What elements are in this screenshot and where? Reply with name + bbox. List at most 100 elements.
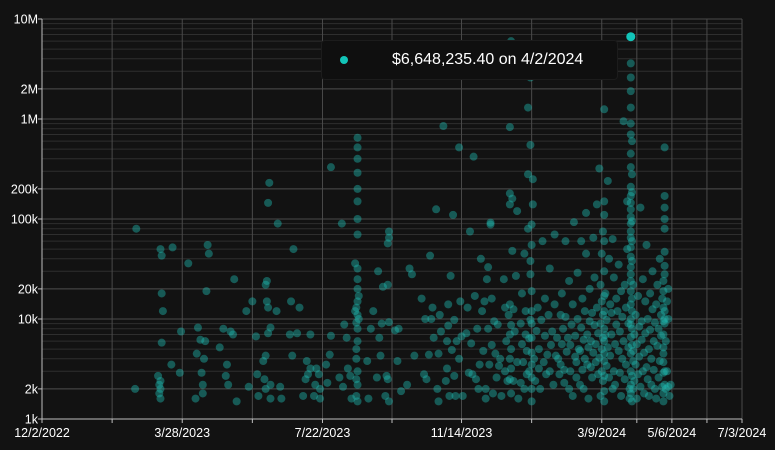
data-point[interactable]	[193, 323, 202, 332]
data-point[interactable]	[353, 184, 362, 193]
data-point[interactable]	[157, 289, 166, 298]
data-point[interactable]	[625, 384, 634, 393]
data-point[interactable]	[480, 297, 489, 306]
data-point[interactable]	[531, 376, 540, 385]
data-point[interactable]	[600, 397, 609, 406]
data-point[interactable]	[626, 191, 635, 200]
data-point[interactable]	[625, 394, 634, 403]
data-point[interactable]	[565, 276, 574, 285]
data-point[interactable]	[528, 200, 537, 209]
data-point[interactable]	[579, 384, 588, 393]
data-point[interactable]	[656, 331, 665, 340]
data-point[interactable]	[337, 219, 346, 228]
data-point[interactable]	[656, 310, 665, 319]
data-point[interactable]	[618, 354, 627, 363]
data-point[interactable]	[316, 384, 325, 393]
data-point[interactable]	[155, 389, 164, 398]
data-point[interactable]	[618, 312, 627, 321]
data-point[interactable]	[427, 315, 436, 323]
data-point[interactable]	[624, 319, 633, 328]
data-point[interactable]	[353, 215, 362, 223]
data-point[interactable]	[659, 343, 668, 352]
data-point[interactable]	[589, 233, 598, 242]
data-point[interactable]	[486, 220, 495, 229]
data-point[interactable]	[664, 382, 673, 391]
data-point[interactable]	[352, 354, 361, 363]
data-point[interactable]	[561, 237, 570, 246]
data-point[interactable]	[514, 394, 523, 403]
data-point[interactable]	[568, 391, 577, 400]
data-point[interactable]	[605, 373, 614, 382]
data-point[interactable]	[505, 375, 514, 384]
data-point[interactable]	[626, 349, 635, 358]
data-point[interactable]	[424, 350, 433, 359]
data-point[interactable]	[299, 391, 308, 400]
data-point[interactable]	[353, 310, 362, 319]
data-point[interactable]	[539, 358, 548, 367]
data-point[interactable]	[594, 329, 603, 338]
data-point[interactable]	[222, 360, 231, 369]
data-point[interactable]	[366, 324, 375, 333]
data-point[interactable]	[505, 300, 514, 309]
data-point[interactable]	[493, 320, 502, 329]
data-point[interactable]	[653, 280, 662, 289]
data-point[interactable]	[641, 329, 650, 338]
data-point[interactable]	[636, 203, 645, 212]
data-point[interactable]	[443, 364, 452, 373]
data-point[interactable]	[617, 287, 626, 296]
data-point[interactable]	[230, 275, 239, 284]
data-point[interactable]	[175, 368, 184, 377]
data-point[interactable]	[312, 364, 321, 373]
data-point[interactable]	[621, 360, 630, 369]
data-point[interactable]	[566, 340, 575, 349]
data-point[interactable]	[654, 324, 663, 333]
data-point[interactable]	[510, 327, 519, 336]
data-point[interactable]	[339, 382, 348, 391]
data-point[interactable]	[655, 254, 664, 263]
data-point[interactable]	[353, 367, 362, 376]
data-point[interactable]	[201, 337, 210, 346]
data-point[interactable]	[353, 197, 362, 206]
data-point[interactable]	[303, 370, 312, 379]
data-point[interactable]	[455, 143, 464, 152]
data-point[interactable]	[524, 170, 533, 179]
data-point[interactable]	[516, 319, 525, 328]
data-point[interactable]	[659, 276, 668, 285]
data-point[interactable]	[450, 371, 459, 380]
data-point[interactable]	[527, 319, 536, 328]
data-point[interactable]	[663, 297, 672, 306]
data-point[interactable]	[508, 246, 517, 255]
data-point[interactable]	[262, 297, 271, 306]
data-point[interactable]	[156, 245, 165, 254]
data-point[interactable]	[643, 375, 652, 384]
data-point[interactable]	[650, 384, 659, 393]
data-point[interactable]	[647, 354, 656, 363]
data-point[interactable]	[562, 347, 571, 356]
data-point[interactable]	[242, 307, 251, 316]
data-point[interactable]	[156, 376, 165, 385]
data-point[interactable]	[579, 335, 588, 344]
data-point[interactable]	[475, 360, 484, 369]
data-point[interactable]	[620, 375, 629, 384]
data-point[interactable]	[573, 268, 582, 277]
data-point[interactable]	[609, 367, 618, 376]
data-point[interactable]	[527, 287, 536, 296]
data-point[interactable]	[588, 308, 597, 317]
data-point[interactable]	[377, 319, 386, 328]
data-point[interactable]	[580, 354, 589, 363]
data-point[interactable]	[600, 210, 609, 219]
data-point[interactable]	[526, 315, 535, 324]
data-point[interactable]	[583, 360, 592, 369]
data-point[interactable]	[343, 364, 352, 373]
data-point[interactable]	[627, 257, 636, 266]
data-point[interactable]	[301, 375, 310, 384]
data-point[interactable]	[202, 287, 211, 296]
data-point[interactable]	[600, 324, 609, 333]
data-point[interactable]	[597, 297, 606, 306]
data-point[interactable]	[527, 240, 536, 249]
data-point[interactable]	[557, 340, 566, 349]
data-point[interactable]	[295, 303, 304, 312]
data-point[interactable]	[600, 105, 609, 114]
data-point[interactable]	[524, 224, 533, 233]
data-point[interactable]	[661, 384, 670, 393]
